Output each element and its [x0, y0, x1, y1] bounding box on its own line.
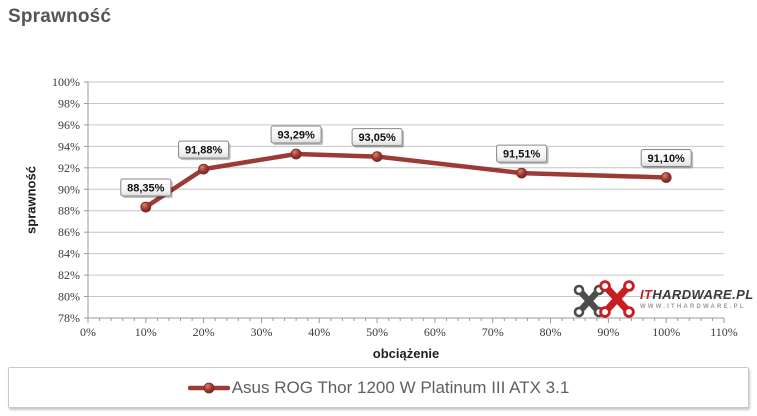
chart-legend: Asus ROG Thor 1200 W Platinum III ATX 3.…	[8, 367, 749, 408]
red-x-icon	[599, 280, 635, 318]
data-point-marker	[290, 148, 302, 160]
svg-text:100%: 100%	[52, 75, 80, 89]
svg-text:30%: 30%	[251, 325, 273, 339]
svg-text:0%: 0%	[80, 325, 96, 339]
ithardware-logo-icon	[573, 280, 635, 318]
svg-text:91,51%: 91,51%	[503, 149, 541, 161]
watermark-brand-suffix: HARDWARE.PL	[652, 287, 754, 302]
y-axis-title: sprawność	[23, 166, 39, 234]
svg-text:98%: 98%	[58, 97, 80, 111]
data-labels: 88,35% 91,88% 93,29% 93,05% 91,51% 91,10%	[120, 125, 694, 198]
svg-text:94%: 94%	[58, 139, 80, 153]
data-label: 93,29%	[270, 125, 324, 145]
svg-text:88%: 88%	[58, 204, 80, 218]
x-axis-title: obciążenie	[372, 346, 440, 361]
svg-text:91,88%: 91,88%	[185, 145, 223, 157]
svg-text:78%: 78%	[58, 311, 80, 325]
svg-text:10%: 10%	[135, 325, 157, 339]
svg-text:96%: 96%	[58, 118, 80, 132]
svg-text:20%: 20%	[193, 325, 215, 339]
svg-text:50%: 50%	[366, 325, 388, 339]
watermark-brand: ITHARDWARE.PL	[640, 288, 754, 301]
svg-text:88,35%: 88,35%	[127, 183, 165, 195]
page-title: Sprawność	[8, 6, 112, 27]
svg-text:93,29%: 93,29%	[277, 130, 315, 142]
site-watermark: ITHARDWARE.PL WWW.ITHARDWARE.PL	[572, 279, 754, 319]
data-point-marker	[371, 151, 383, 163]
svg-text:80%: 80%	[540, 325, 562, 339]
svg-text:86%: 86%	[58, 225, 80, 239]
legend-series-label: Asus ROG Thor 1200 W Platinum III ATX 3.…	[231, 377, 570, 397]
svg-text:84%: 84%	[58, 247, 80, 261]
data-point-marker	[198, 163, 210, 175]
svg-text:110%: 110%	[710, 325, 738, 339]
watermark-url: WWW.ITHARDWARE.PL	[640, 304, 746, 310]
svg-text:91,10%: 91,10%	[648, 153, 686, 165]
y-axis: 78% 80% 82% 84% 86% 88% 90% 92% 94% 96% 98% 100%	[52, 75, 89, 325]
data-point-marker	[516, 167, 527, 179]
data-label: 91,10%	[640, 149, 694, 169]
svg-text:82%: 82%	[58, 268, 80, 282]
x-axis: 0% 10% 20% 30% 40% 50% 60% 70% 80% 90% 100% 110%	[80, 317, 738, 339]
series-line	[143, 151, 669, 210]
svg-text:90%: 90%	[58, 182, 80, 196]
svg-text:60%: 60%	[424, 325, 446, 339]
svg-text:100%: 100%	[652, 325, 680, 339]
data-label: 91,88%	[178, 140, 231, 161]
data-point-marker	[660, 172, 672, 183]
gridlines	[88, 81, 724, 297]
data-label: 93,05%	[351, 128, 405, 148]
data-label: 88,35%	[120, 178, 173, 198]
data-point-marker	[140, 201, 152, 213]
svg-text:93,05%: 93,05%	[358, 132, 396, 144]
svg-text:70%: 70%	[482, 325, 504, 339]
svg-text:90%: 90%	[597, 325, 619, 339]
watermark-text: ITHARDWARE.PL WWW.ITHARDWARE.PL	[640, 288, 754, 310]
watermark-brand-prefix: IT	[640, 287, 653, 302]
legend-series-marker-icon	[187, 382, 230, 393]
svg-text:40%: 40%	[308, 325, 330, 339]
svg-text:80%: 80%	[58, 290, 80, 304]
data-label: 91,51%	[496, 144, 549, 165]
gray-x-icon	[573, 284, 605, 318]
svg-text:92%: 92%	[58, 161, 80, 175]
data-point-markers	[140, 148, 672, 213]
